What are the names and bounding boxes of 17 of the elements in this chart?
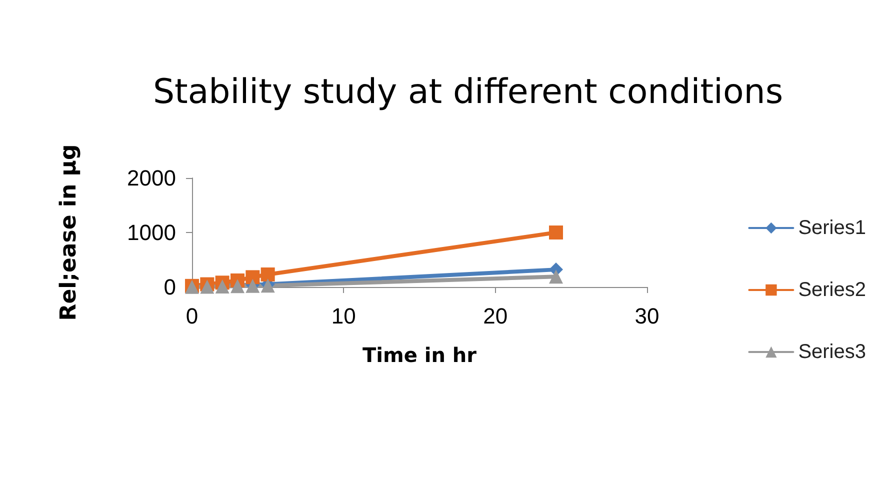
x-axis-title: Time in hr — [362, 343, 477, 367]
point — [549, 226, 563, 240]
x-tick-label: 20 — [483, 304, 508, 328]
y-tick-label: 0 — [164, 274, 176, 300]
legend-label: Series1 — [798, 217, 866, 239]
point — [549, 270, 563, 284]
y-tick-label: 2000 — [127, 166, 176, 190]
x-tick-label: 10 — [331, 304, 356, 328]
legend-label: Series2 — [798, 279, 866, 301]
chart-title: Stability study at different conditions — [152, 72, 784, 112]
x-tick-label: 0 — [186, 304, 198, 328]
y-axis-title: Rel;ease in µg — [56, 144, 82, 321]
point — [246, 270, 260, 284]
y-tick-label: 1000 — [127, 220, 176, 245]
x-tick-label: 30 — [634, 304, 660, 328]
point — [260, 267, 275, 282]
legend-label: Series3 — [798, 341, 866, 363]
